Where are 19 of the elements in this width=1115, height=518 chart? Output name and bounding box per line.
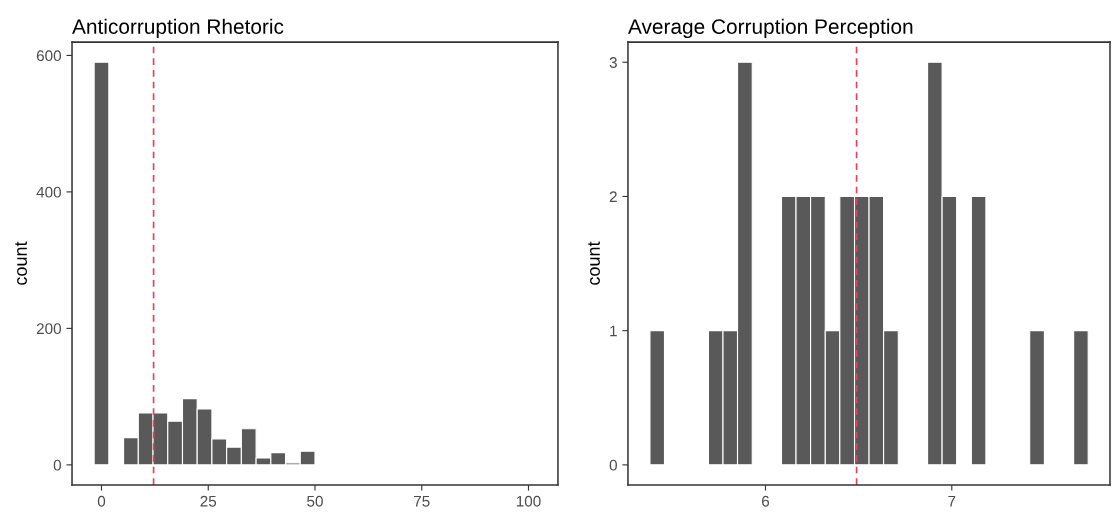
x-tick-label: 25	[200, 495, 217, 507]
chart-title: Average Corruption Perception	[628, 18, 913, 39]
y-tick-label: 1	[610, 325, 617, 337]
chart-title: Anticorruption Rhetoric	[72, 18, 284, 39]
y-tick-label: 0	[53, 459, 62, 471]
x-tick-label: 0	[97, 495, 106, 507]
y-tick-label: 400	[36, 186, 62, 198]
y-tick-label: 0	[609, 459, 617, 471]
y-axis-title: count	[588, 241, 600, 285]
y-tick-label: 200	[36, 323, 62, 335]
y-axis-title: count	[15, 241, 27, 285]
y-tick-label: 2	[609, 191, 617, 202]
y-tick-label: 600	[36, 50, 62, 62]
x-tick-label: 100	[516, 495, 541, 507]
x-tick-label: 6	[762, 495, 770, 507]
x-tick-label: 75	[414, 495, 430, 507]
x-tick-label: 7	[948, 495, 956, 507]
y-tick-label: 3	[609, 57, 617, 68]
x-tick-label: 50	[307, 495, 323, 507]
